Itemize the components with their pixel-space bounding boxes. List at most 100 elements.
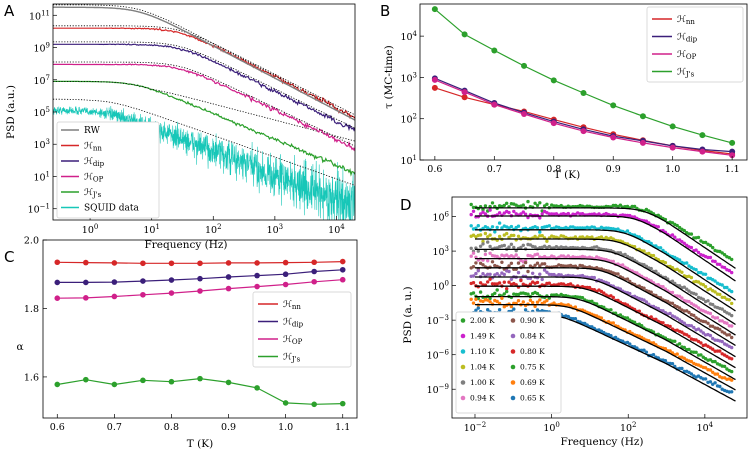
panelD-point: [531, 255, 535, 259]
panelA-ytick-label: 101: [33, 170, 50, 183]
panelD-point: [730, 313, 734, 318]
panelD-legend-swatch: [460, 333, 466, 339]
panelD-point: [644, 264, 649, 268]
panelD-xtick-label: 104: [697, 421, 714, 434]
panelD-point: [706, 255, 710, 260]
panelD-point: [488, 300, 492, 304]
panelB-ytick-label: 103: [400, 71, 417, 84]
panelD-point: [490, 201, 495, 205]
panelD-point: [685, 261, 689, 265]
panelD-point: [649, 266, 653, 271]
panelD-series-090K: [469, 260, 736, 347]
panelD-legend-label: 1.49 K: [470, 332, 495, 341]
panelB-point: [461, 89, 468, 96]
panelD-point: [545, 270, 549, 274]
panelC-ylabel: α: [16, 341, 23, 353]
panelD-legend-label: 1.04 K: [470, 363, 495, 372]
panelC-legend: ℋnn ℋdip ℋOP ℋJ's: [252, 291, 352, 368]
panelD-point: [471, 301, 476, 305]
panelD-point: [471, 205, 476, 210]
panelB-point: [550, 120, 557, 127]
panelD-legend-swatch: [510, 333, 516, 339]
panel-A: 100 101 102 103 104 1011 109 107 105 103 101 10−1 RW…: [28, 3, 356, 236]
panelB-point: [521, 111, 528, 118]
panelA-series-squid: [53, 105, 355, 220]
panelD-legend-swatch: [510, 318, 516, 323]
panelD-point: [542, 268, 547, 272]
panelD-point: [621, 339, 625, 343]
panelB-ylabel: τ (MC-time): [383, 45, 395, 108]
panelD-point: [583, 321, 587, 326]
panelD-point: [488, 251, 492, 255]
panelD-point: [478, 244, 483, 248]
panelA-legend: RW ℋnn ℋdip ℋOP ℋJ's SQUID data: [56, 121, 160, 219]
panelD-point: [727, 298, 731, 302]
panelD-point: [528, 298, 533, 302]
panelD-point: [547, 281, 551, 285]
panelD-point: [538, 201, 542, 205]
panelD-point: [663, 261, 668, 265]
panelC-point: [282, 259, 289, 266]
panelD-point: [658, 246, 663, 250]
panelD-point: [474, 271, 478, 276]
panelD-point: [509, 224, 514, 229]
panelD-point: [471, 251, 476, 255]
panelD-point: [533, 263, 537, 267]
panelD-plot-area: [469, 199, 736, 402]
panelD-point: [547, 224, 551, 228]
panelD-point: [727, 256, 731, 260]
panelD-point: [680, 296, 684, 300]
panelD-fit: [475, 267, 736, 347]
panelD-point: [649, 279, 653, 283]
panelD-point: [625, 229, 630, 233]
panelD-point: [545, 202, 549, 206]
panelC-point: [54, 295, 61, 301]
panelD-point: [611, 321, 615, 325]
panelD-ytick-label: 106: [432, 211, 449, 224]
panelD-point: [580, 296, 585, 300]
panelD-point: [668, 324, 672, 329]
panelC-point: [83, 376, 89, 383]
panelD-point: [505, 201, 509, 205]
panelD-point: [609, 294, 613, 298]
panelD-point: [727, 333, 731, 337]
panelD-point: [711, 347, 715, 351]
panelD-point: [677, 258, 682, 262]
panelC-point: [54, 259, 61, 266]
panelA-ytick-label: 103: [33, 138, 50, 151]
panelD-point: [519, 212, 523, 216]
panelD-point: [628, 342, 632, 346]
panelD-point: [730, 378, 734, 382]
panelB-point: [639, 113, 646, 120]
panelA-ytick-label: 1011: [29, 9, 50, 22]
panelC-point: [197, 260, 203, 267]
panelC-point: [225, 285, 232, 292]
panelD-fit: [475, 276, 736, 358]
panelD-point: [718, 384, 722, 389]
panelD-point: [730, 270, 734, 275]
panelD-point: [516, 270, 521, 275]
panelC-point: [197, 375, 203, 382]
panelD-point: [486, 240, 490, 244]
panelD-point: [478, 281, 483, 285]
panelD-point: [606, 281, 611, 286]
panelD-point: [628, 329, 632, 334]
panelD-point: [587, 285, 592, 290]
panelD-point: [668, 349, 672, 353]
panelD-point: [502, 203, 506, 208]
panelD-point: [708, 333, 713, 338]
panelC-point: [339, 266, 346, 273]
panelD-point: [486, 308, 490, 312]
panelD-point: [495, 254, 499, 259]
panelA-legend-label: ℋdip: [84, 157, 105, 168]
panelC-point: [168, 260, 175, 267]
panelD-point: [632, 204, 637, 209]
panelD-point: [502, 292, 506, 296]
panelB-point: [699, 132, 706, 139]
panelD-point: [469, 254, 473, 258]
panelD-point: [526, 199, 530, 204]
panelD-point: [682, 285, 686, 289]
panelD-point: [547, 212, 551, 216]
panelD-point: [533, 304, 537, 309]
panelD-point: [689, 301, 694, 306]
